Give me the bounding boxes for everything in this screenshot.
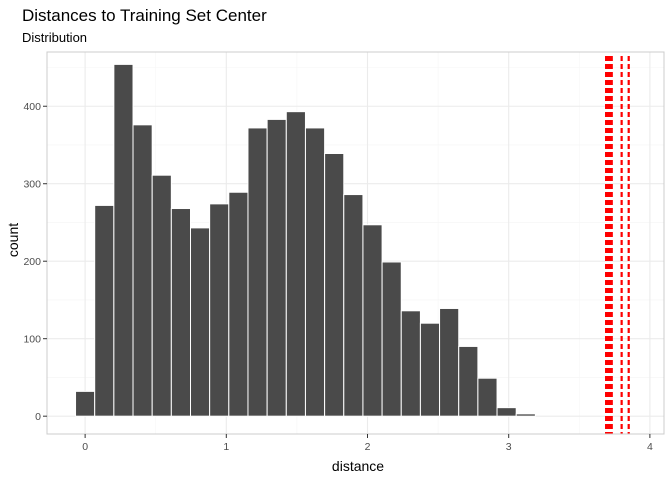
x-tick-label: 0	[82, 441, 88, 453]
y-axis-title: count	[5, 223, 21, 257]
histogram-bar	[189, 227, 211, 417]
histogram-bar	[515, 413, 536, 417]
histogram-bar	[477, 377, 498, 417]
histogram-bar	[324, 153, 345, 417]
histogram-bar	[439, 307, 460, 417]
histogram-bar	[458, 345, 479, 417]
histogram-bar	[266, 118, 287, 417]
histogram-bar	[419, 322, 441, 417]
x-tick-label: 1	[223, 441, 229, 453]
histogram-bar	[496, 407, 517, 417]
histogram-bar	[304, 127, 326, 417]
y-axis-ticks: 0 100 200 300 400	[23, 101, 47, 423]
histogram-bar	[228, 191, 249, 417]
histogram-bar	[343, 194, 364, 417]
x-tick-label: 2	[365, 441, 371, 453]
chart-title: Distances to Training Set Center	[22, 6, 267, 25]
x-axis-title: distance	[332, 458, 384, 474]
chart-subtitle: Distribution	[22, 30, 87, 45]
panel-border	[46, 51, 665, 435]
histogram-bars	[75, 63, 536, 417]
histogram-bar	[285, 111, 306, 417]
histogram-bar	[94, 204, 115, 417]
x-axis-ticks: 0 1 2 3 4	[82, 434, 653, 453]
x-tick-label: 3	[506, 441, 512, 453]
threshold-lines	[605, 56, 630, 434]
histogram-bar	[132, 124, 153, 417]
histogram-bar	[247, 127, 268, 417]
histogram-bar	[362, 224, 383, 417]
histogram-bar	[75, 390, 96, 417]
y-tick-label: 300	[23, 179, 41, 191]
y-tick-label: 0	[35, 411, 41, 423]
y-tick-label: 100	[23, 334, 41, 346]
histogram-bar	[151, 174, 172, 417]
histogram-bar	[400, 310, 421, 417]
histogram-bar	[113, 63, 134, 417]
histogram-bar	[209, 203, 230, 417]
histogram-bar	[170, 208, 191, 417]
y-tick-label: 400	[23, 101, 41, 113]
y-tick-label: 200	[23, 256, 41, 268]
x-tick-label: 4	[647, 441, 653, 453]
histogram-bar	[381, 261, 402, 417]
